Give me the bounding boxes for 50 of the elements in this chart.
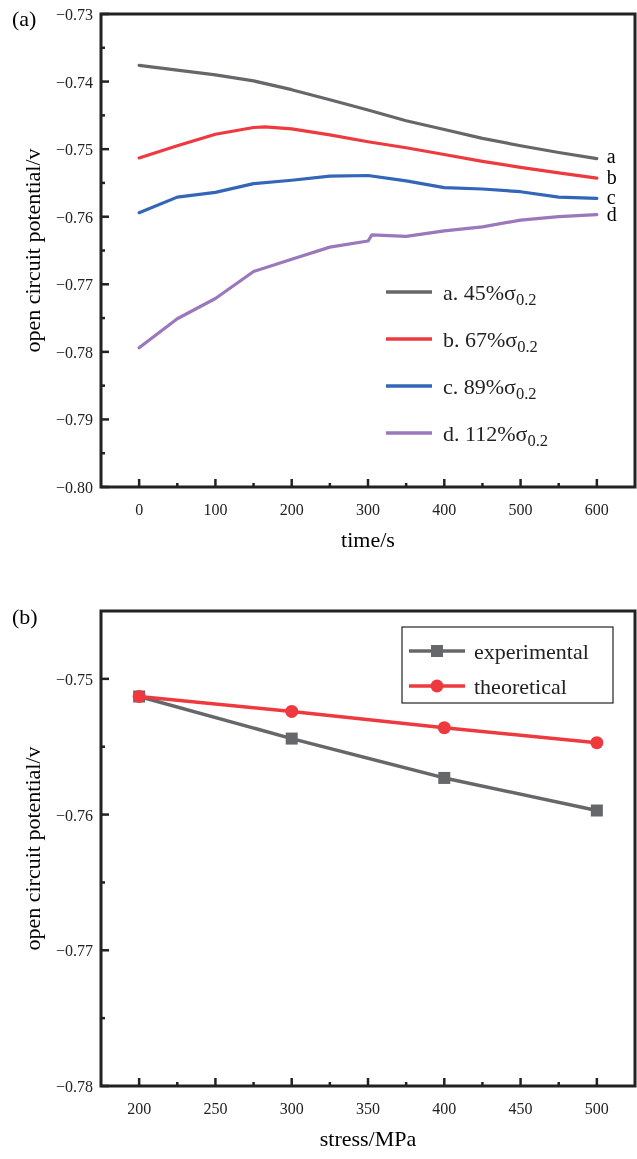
x-tick-label: 400 <box>432 501 457 518</box>
point <box>437 721 451 735</box>
y-tick-label: −0.75 <box>55 670 93 688</box>
annotation: b <box>606 166 617 189</box>
y-tick-label: −0.78 <box>55 1078 93 1095</box>
x-tick-label: 200 <box>279 501 304 518</box>
x-tick-label: 100 <box>203 501 228 518</box>
legend-label: c. 89%σ$_{0.2}$ <box>443 374 537 404</box>
x-tick-label: 400 <box>432 1100 457 1117</box>
x-tick-label: 0 <box>135 501 144 518</box>
y-tick-label: −0.76 <box>55 806 93 824</box>
line-series <box>137 173 599 215</box>
y-tick-label: −0.78 <box>55 343 93 361</box>
y-axis-title: open circuit potential/v <box>20 148 45 353</box>
line-series <box>137 125 599 180</box>
y-tick-label: −0.77 <box>55 276 93 294</box>
y-axis-title: open circuit potential/v <box>20 746 45 951</box>
y-tick-label: −0.73 <box>55 6 93 23</box>
chart-title: (b) <box>12 604 38 629</box>
annotation: a <box>606 144 616 167</box>
line-series <box>137 63 599 161</box>
x-tick-label: 200 <box>127 1100 152 1117</box>
y-tick-label: −0.79 <box>55 411 93 429</box>
y-tick-label: −0.76 <box>55 208 93 226</box>
x-tick-label: 500 <box>508 501 533 518</box>
point <box>285 732 298 745</box>
y-tick-label: −0.77 <box>55 942 93 960</box>
legend-label: d. 112%σ$_{0.2}$ <box>443 421 548 451</box>
x-tick-label: 350 <box>356 1100 380 1117</box>
x-tick-label: 300 <box>356 501 380 518</box>
legend-label: b. 67%σ$_{0.2}$ <box>443 327 538 357</box>
legend-label: theoretical <box>474 674 567 699</box>
legend-label: a. 45%σ$_{0.2}$ <box>443 280 537 310</box>
x-tick-label: 250 <box>203 1100 228 1117</box>
x-tick-label: 450 <box>508 1100 533 1117</box>
y-tick-label: −0.74 <box>55 73 93 91</box>
point <box>590 804 603 817</box>
y-tick-label: −0.80 <box>55 479 93 496</box>
x-tick-label: 500 <box>584 1100 609 1117</box>
x-tick-label: 300 <box>279 1100 304 1117</box>
legend-label: experimental <box>474 639 589 664</box>
y-tick-label: −0.75 <box>55 141 93 159</box>
line-series <box>137 213 599 350</box>
chart-title: (a) <box>12 6 37 31</box>
x-axis-title: time/s <box>341 527 395 552</box>
x-axis-title: stress/MPa <box>319 1126 417 1151</box>
point <box>438 771 451 784</box>
point <box>590 736 604 750</box>
point <box>285 704 299 718</box>
x-tick-label: 600 <box>584 501 609 518</box>
